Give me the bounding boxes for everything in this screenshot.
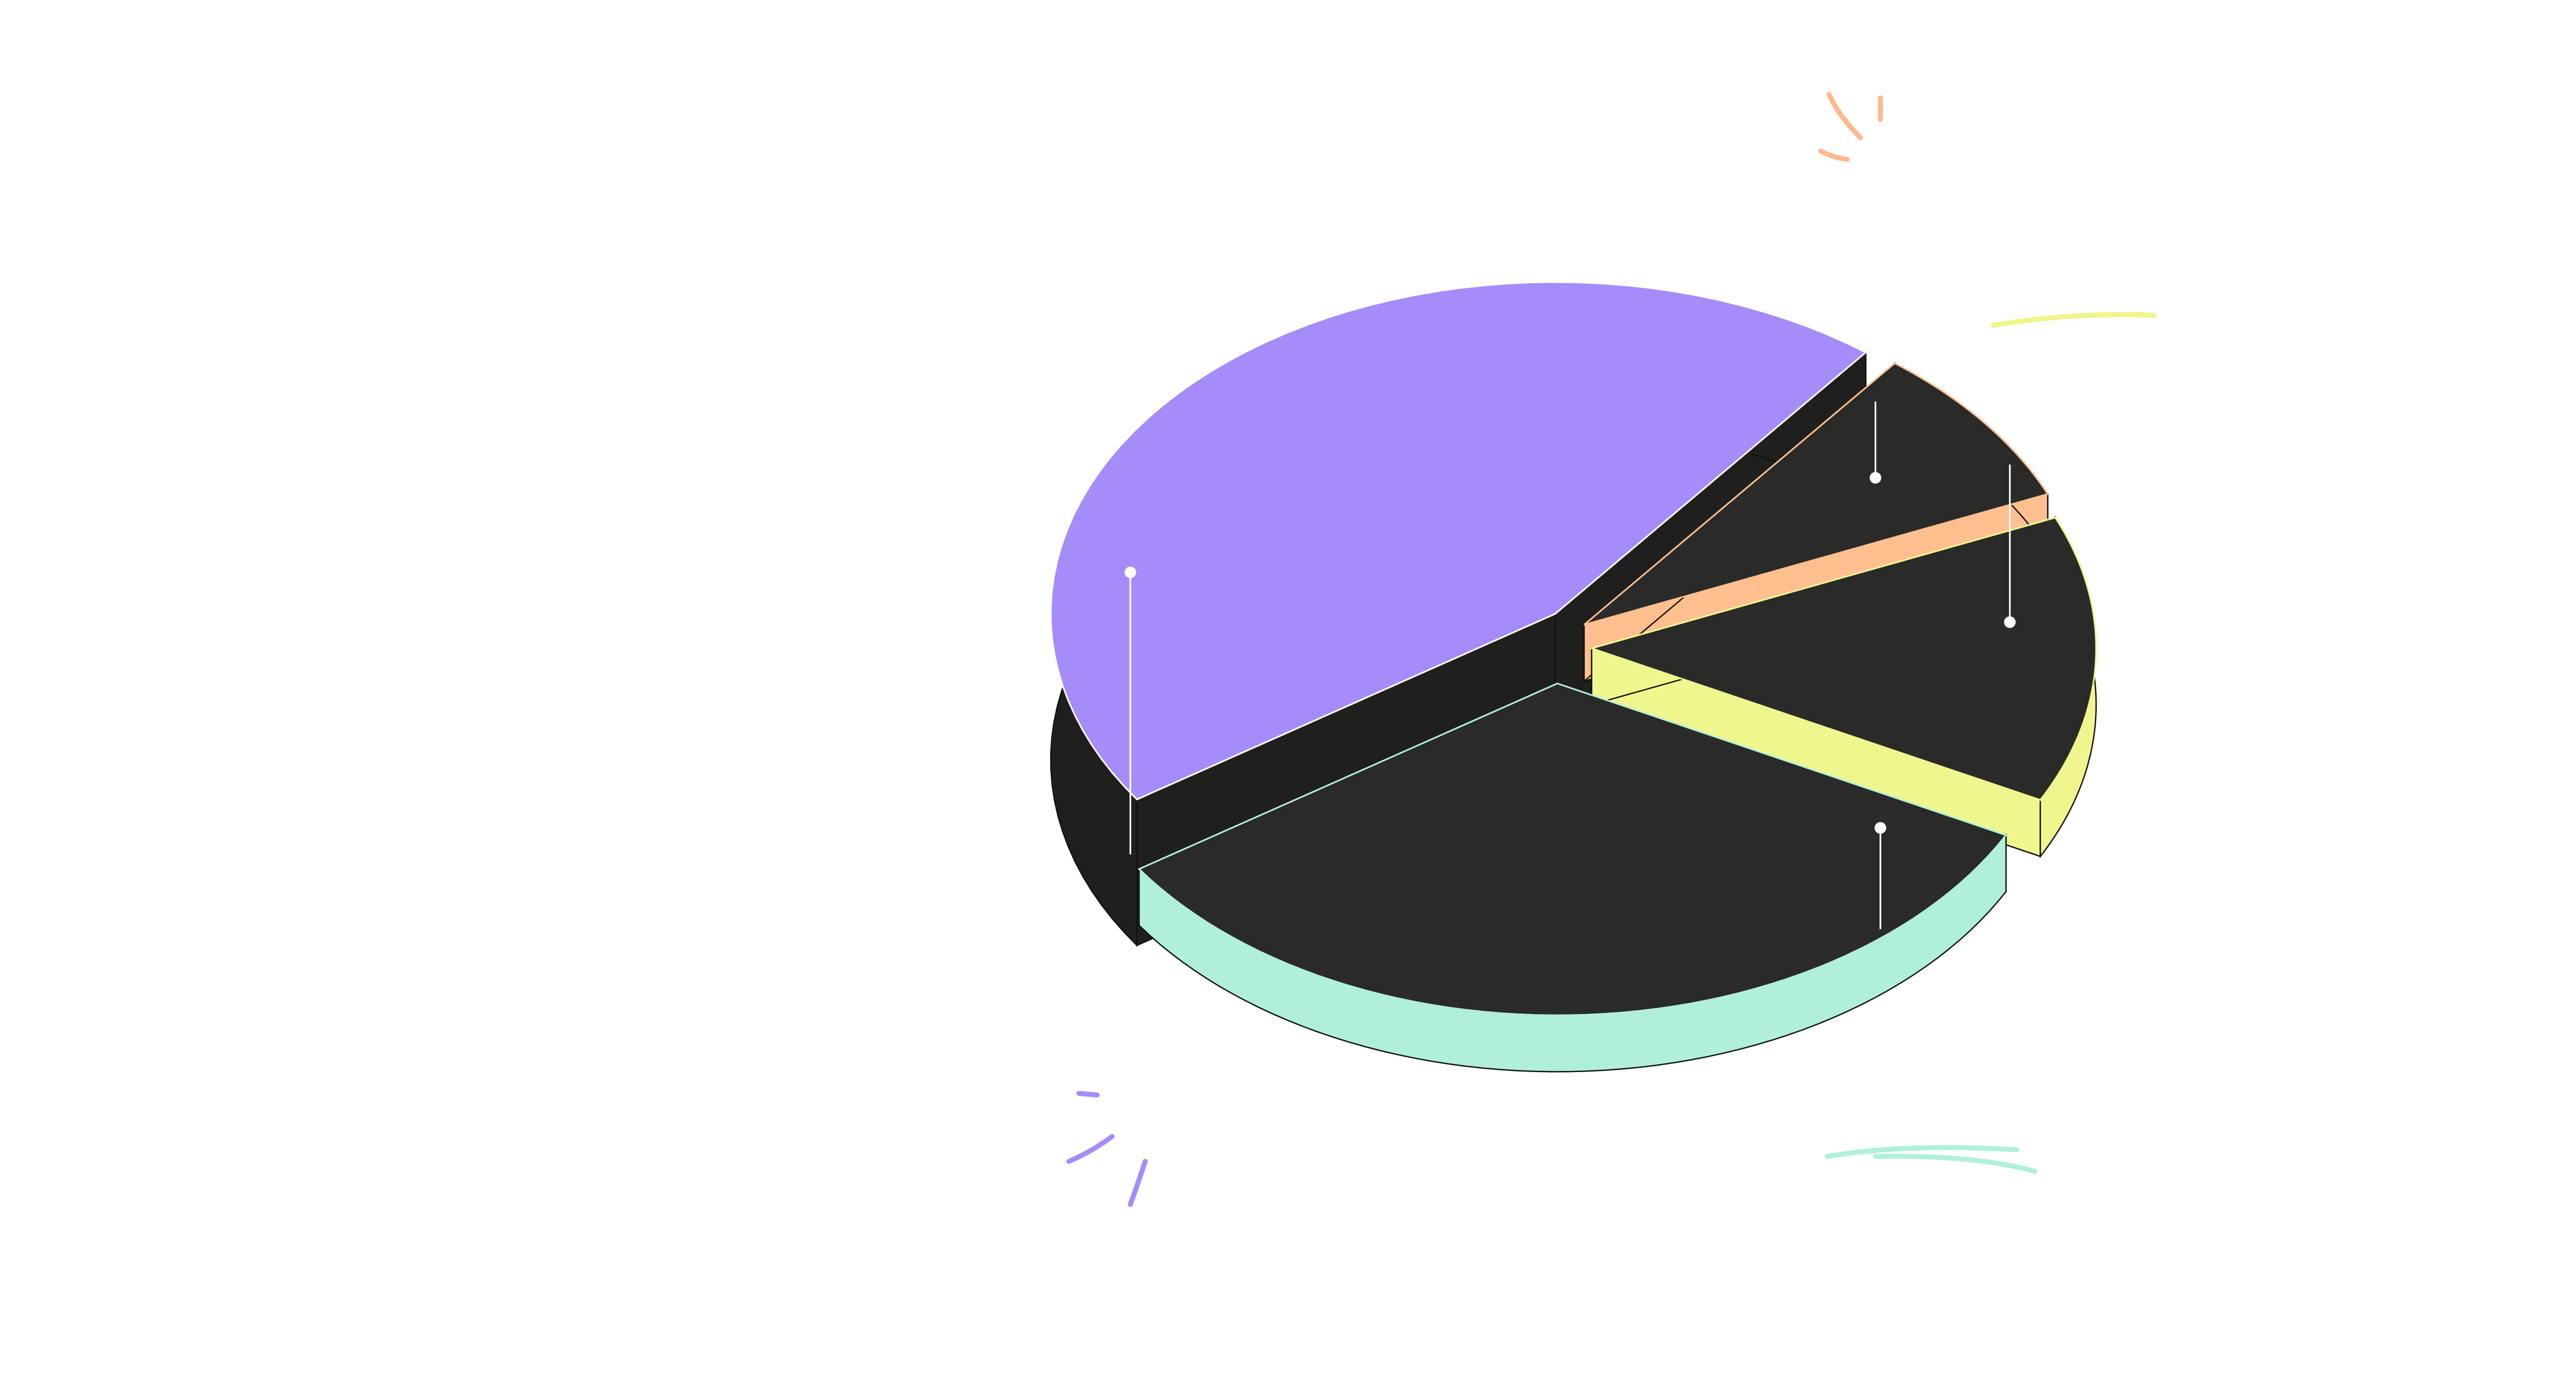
leader-dot [1869, 472, 1882, 484]
leader-dot [1124, 566, 1137, 578]
sparkle [1818, 92, 1883, 162]
slice [1589, 516, 2097, 801]
leader-dot [2004, 616, 2016, 628]
sparkle [1990, 312, 2157, 328]
decorations [1066, 92, 2157, 1207]
sparkle [1066, 1091, 1148, 1207]
slice [1050, 281, 1868, 801]
slice [1583, 362, 2050, 626]
sparkle [1825, 1145, 2038, 1174]
slice [1137, 683, 2008, 1016]
leader-dot [1875, 822, 1886, 834]
pie [1050, 281, 2097, 1073]
leader-lines [1124, 401, 2016, 929]
